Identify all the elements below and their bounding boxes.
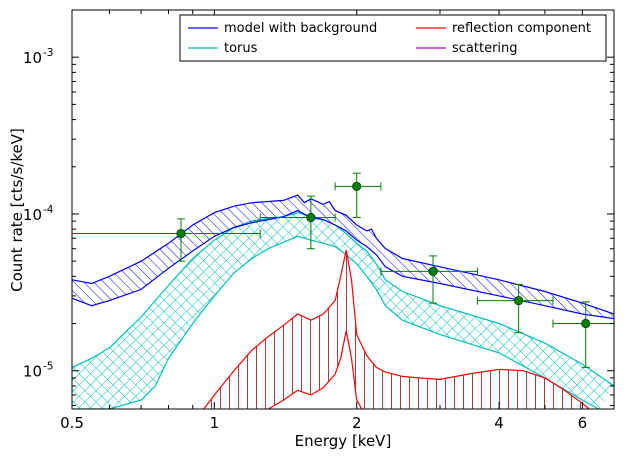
x-tick-label-2: 2 [352, 414, 362, 432]
axes-layer: 0.5 1 2 4 610-510-410-3 [23, 9, 615, 432]
band-fill-reflection-component [203, 249, 590, 409]
y-tick-exponent-2: -3 [43, 47, 53, 59]
band-fill-model-with-background [72, 195, 614, 319]
legend-label-reflection: reflection component [452, 21, 591, 36]
data-marker-3 [428, 266, 438, 277]
y-tick-label-1: 10 [23, 206, 42, 224]
y-tick-label-0: 10 [23, 363, 42, 381]
data-point-2 [334, 172, 382, 218]
legend: model with background reflection compone… [179, 14, 607, 62]
data-marker-4 [514, 296, 524, 306]
plot-frame [71, 9, 615, 410]
data-marker-5 [581, 318, 591, 329]
x-tick-label-1: 1 [210, 414, 220, 432]
band-lower-reflection-component [267, 330, 363, 409]
x-tick-label-4: 6 [578, 414, 588, 432]
data-marker-1 [306, 212, 316, 223]
band-fill-torus [72, 212, 614, 409]
plot-area [72, 172, 614, 409]
data-point-4 [476, 283, 554, 334]
y-axis-label: Count rate [cts/s/keV] [8, 128, 26, 292]
band-upper-reflection-component [203, 249, 590, 409]
band-lower-torus [72, 235, 600, 409]
legend-box [179, 14, 607, 62]
band-lower-model-with-background [72, 209, 614, 320]
x-axis-label: Energy [keV] [295, 432, 392, 450]
legend-label-scattering: scattering [452, 41, 518, 56]
y-tick-exponent-1: -4 [43, 204, 54, 216]
data-marker-2 [352, 181, 362, 191]
y-tick-exponent-0: -5 [43, 361, 53, 373]
x-tick-label-0: 0.5 [60, 414, 84, 432]
x-tick-label-3: 4 [494, 414, 504, 432]
data-point-1 [259, 195, 336, 250]
data-marker-0 [176, 228, 186, 239]
legend-label-torus: torus [224, 41, 258, 56]
legend-label-model: model with background [224, 21, 377, 36]
data-point-3 [380, 255, 478, 304]
data-point-0 [72, 218, 261, 262]
data-point-5 [552, 301, 614, 368]
y-tick-label-2: 10 [23, 49, 42, 67]
